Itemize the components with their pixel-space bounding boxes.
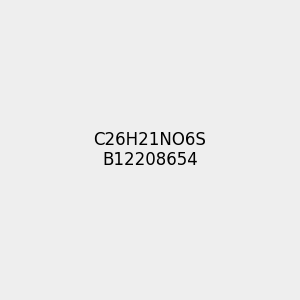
Text: C26H21NO6S
B12208654: C26H21NO6S B12208654: [94, 130, 206, 170]
